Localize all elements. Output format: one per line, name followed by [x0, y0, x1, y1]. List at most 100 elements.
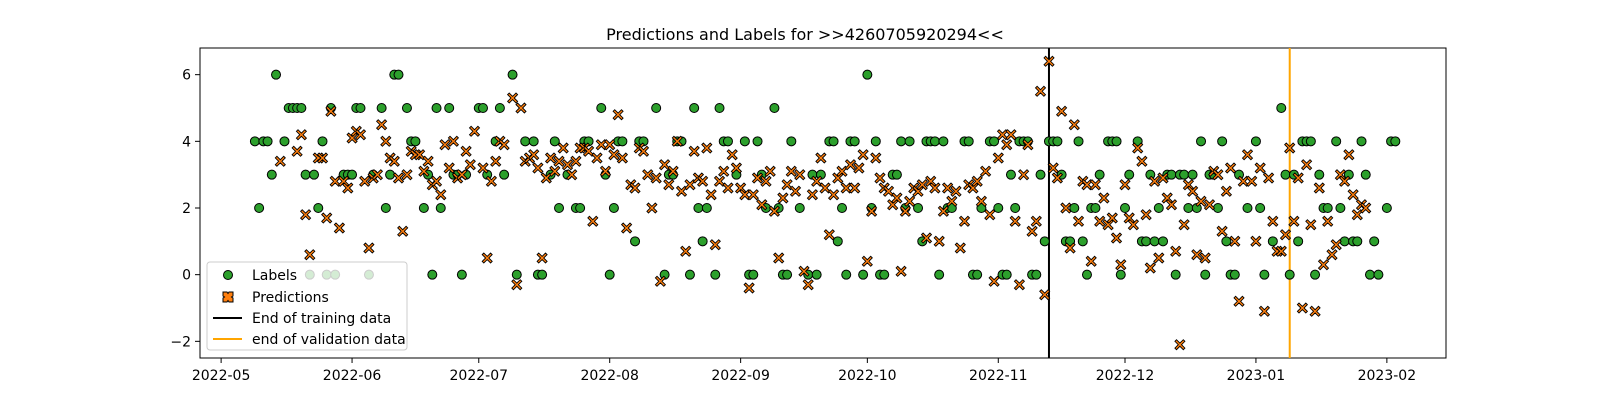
prediction-point — [1330, 239, 1342, 251]
label-point — [710, 269, 721, 280]
prediction-point — [549, 165, 561, 177]
label-point — [1005, 169, 1016, 180]
prediction-point — [1001, 139, 1013, 151]
label-point — [1381, 203, 1392, 213]
prediction-point — [709, 239, 721, 251]
label-point — [1280, 169, 1291, 180]
prediction-point — [1064, 242, 1076, 254]
label-point — [651, 103, 662, 113]
label-point — [1293, 236, 1304, 247]
label-point — [1356, 136, 1367, 147]
prediction-point — [1288, 215, 1300, 227]
label-point — [904, 136, 915, 147]
label-point — [891, 169, 902, 180]
prediction-point — [743, 282, 755, 294]
prediction-point — [1072, 215, 1085, 227]
label-point — [862, 69, 873, 80]
prediction-point — [1326, 249, 1338, 261]
prediction-point — [1262, 172, 1275, 184]
prediction-point — [1089, 179, 1102, 191]
prediction-point — [768, 205, 781, 217]
label-point — [786, 136, 797, 147]
prediction-point — [490, 155, 502, 167]
prediction-point — [1334, 169, 1347, 181]
label-point — [427, 269, 438, 280]
predictions-series — [274, 55, 1372, 351]
label-point — [1035, 169, 1046, 180]
prediction-point — [671, 135, 683, 147]
prediction-point — [874, 172, 886, 184]
prediction-point — [515, 102, 527, 114]
plot-area — [199, 47, 1447, 359]
y-tick-label: 0 — [182, 268, 191, 284]
prediction-point — [726, 149, 738, 161]
prediction-point — [1338, 175, 1351, 187]
y-tick-label: 6 — [182, 68, 191, 84]
prediction-point — [1292, 172, 1304, 184]
label-point — [1305, 136, 1316, 147]
label-point — [837, 203, 848, 213]
label-point — [477, 103, 488, 113]
label-point — [537, 269, 548, 280]
prediction-point — [827, 189, 840, 201]
label-point — [1335, 203, 1346, 213]
prediction-point — [1132, 142, 1144, 154]
label-point — [271, 69, 282, 80]
prediction-point — [958, 215, 971, 227]
prediction-point — [815, 152, 827, 164]
label-point — [989, 136, 1000, 147]
label-point — [1149, 236, 1160, 247]
prediction-point — [701, 142, 713, 154]
prediction-point — [971, 175, 983, 187]
prediction-point — [392, 172, 405, 184]
label-point — [596, 103, 607, 113]
label-point — [376, 103, 387, 113]
prediction-point — [620, 222, 633, 234]
prediction-point — [1157, 172, 1169, 184]
prediction-point — [1178, 219, 1190, 231]
prediction-point — [933, 235, 945, 247]
prediction-point — [1115, 259, 1127, 271]
prediction-point — [616, 152, 629, 164]
label-point — [608, 203, 619, 213]
prediction-point — [485, 175, 498, 187]
prediction-point — [566, 169, 578, 181]
prediction-point — [954, 242, 966, 254]
prediction-point — [1026, 225, 1038, 237]
prediction-point — [604, 139, 616, 151]
label-point — [1179, 169, 1190, 180]
prediction-point — [354, 129, 367, 141]
label-point — [1259, 269, 1270, 280]
prediction-point — [587, 215, 599, 227]
prediction-point — [1127, 219, 1140, 231]
legend-predictions-marker — [222, 291, 234, 303]
label-point — [832, 236, 843, 247]
prediction-point — [1203, 199, 1216, 211]
label-point — [769, 103, 780, 113]
label-point — [1373, 269, 1384, 280]
x-axis: 2022-05 2022-06 2022-07 2022-08 2022-09 2022-… — [192, 358, 1416, 384]
prediction-point — [857, 149, 869, 161]
axes-frame — [199, 47, 1447, 359]
prediction-point — [1161, 192, 1173, 204]
label-point — [604, 269, 615, 280]
prediction-point — [705, 189, 717, 201]
prediction-point — [359, 175, 371, 187]
legend-labels-text: Labels — [252, 268, 297, 284]
label-point — [913, 203, 924, 213]
x-tick-label: 2022-12 — [1096, 368, 1155, 384]
label-point — [431, 103, 442, 113]
label-point — [1090, 203, 1101, 213]
prediction-point — [730, 162, 743, 174]
legend-validation-text: end of validation data — [252, 332, 406, 348]
label-point — [393, 69, 404, 80]
label-point — [1187, 169, 1198, 180]
label-point — [1255, 203, 1266, 213]
label-point — [410, 136, 421, 147]
prediction-point — [291, 145, 303, 157]
x-tick-label: 2022-05 — [192, 368, 251, 384]
y-axis: −2 0 2 4 6 — [170, 68, 200, 350]
prediction-point — [806, 189, 819, 201]
